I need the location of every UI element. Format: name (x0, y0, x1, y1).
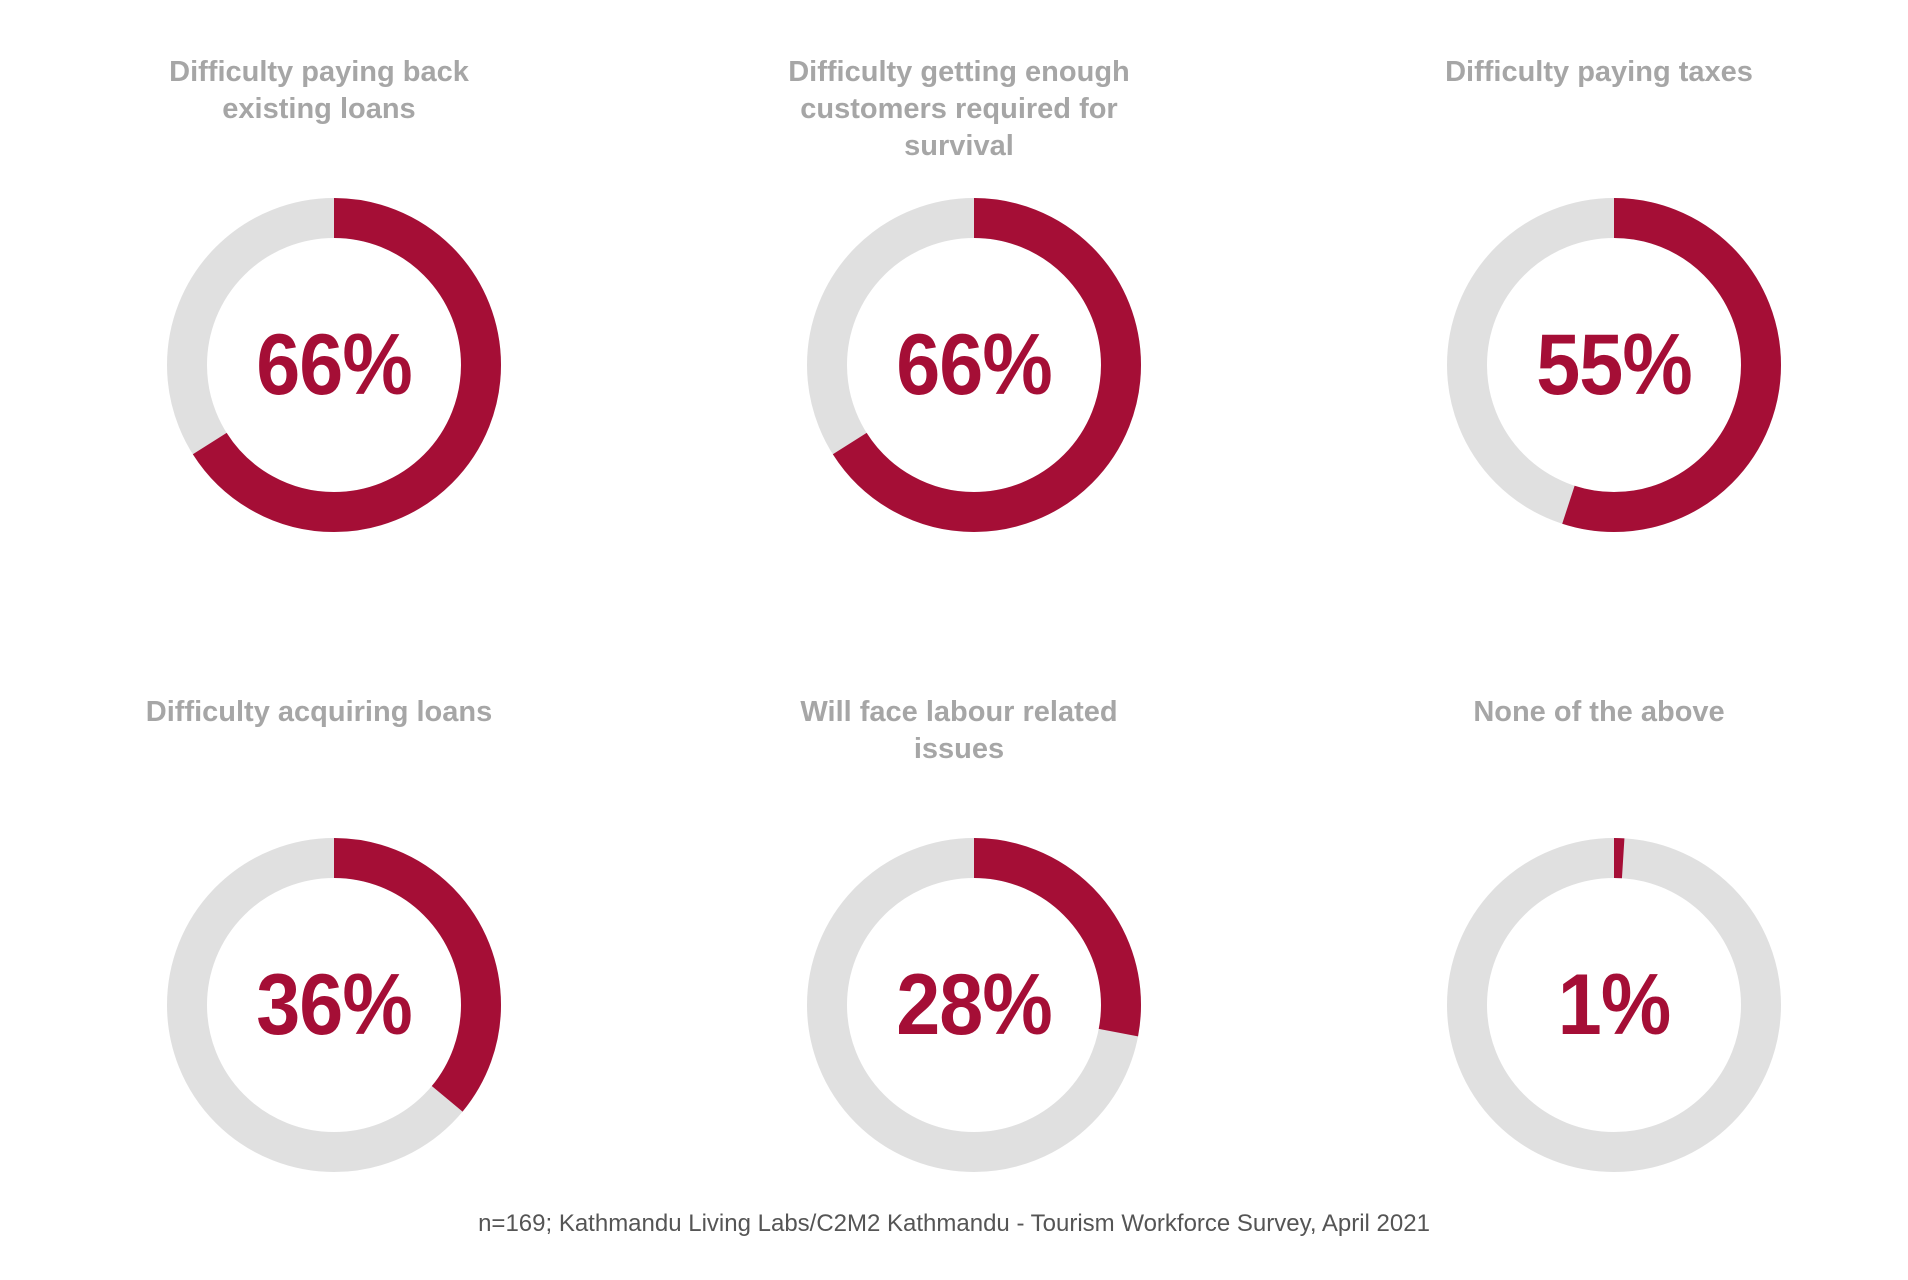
donut-panel-enough-customers: Difficulty getting enough customers requ… (729, 0, 1189, 640)
donut-value-label: 28% (896, 956, 1053, 1053)
donut-title: Difficulty paying back existing loans (89, 54, 549, 128)
donut-chart (807, 838, 1141, 1172)
donut-value-label: 66% (896, 316, 1053, 413)
donut-value-label: 36% (256, 956, 413, 1053)
donut-value-label: 1% (1557, 956, 1671, 1053)
donut-panel-labour-issues: Will face labour related issues 28% (729, 640, 1189, 1280)
donut-title-text: Difficulty acquiring loans (145, 696, 493, 728)
source-note: n=169; Kathmandu Living Labs/C2M2 Kathma… (478, 1210, 1430, 1237)
donut-title-text: Difficulty getting enough customers requ… (788, 56, 1130, 162)
donut-value-arc (807, 198, 1141, 532)
donut-value-arc (167, 198, 501, 532)
donut-panel-acquiring-loans: Difficulty acquiring loans 36% (89, 640, 549, 1280)
donut-chart (167, 198, 501, 532)
donut-title-text: Will face labour related issues (800, 696, 1118, 765)
donut-value-arc (167, 838, 501, 1172)
donut-value-arc (1447, 838, 1781, 1172)
donut-title-text: None of the above (1473, 696, 1725, 728)
donut-title-text: Difficulty paying back existing loans (169, 56, 469, 125)
donut-chart (1447, 838, 1781, 1172)
donut-value-label: 55% (1536, 316, 1693, 413)
donut-chart (167, 838, 501, 1172)
donut-title: Difficulty acquiring loans (89, 694, 549, 731)
donut-title: None of the above (1369, 694, 1829, 731)
donut-title-text: Difficulty paying taxes (1445, 56, 1753, 88)
donut-panel-none-of-above: None of the above 1% (1369, 640, 1829, 1280)
donut-title: Difficulty paying taxes (1369, 54, 1829, 91)
donut-value-arc (1447, 198, 1781, 532)
donut-panel-paying-back-loans: Difficulty paying back existing loans 66… (89, 0, 549, 640)
donut-chart (1447, 198, 1781, 532)
donut-panel-paying-taxes: Difficulty paying taxes 55% (1369, 0, 1829, 640)
donut-value-label: 66% (256, 316, 413, 413)
donut-value-arc (807, 838, 1141, 1172)
donut-title: Difficulty getting enough customers requ… (729, 54, 1189, 165)
donut-chart (807, 198, 1141, 532)
donut-title: Will face labour related issues (729, 694, 1189, 768)
